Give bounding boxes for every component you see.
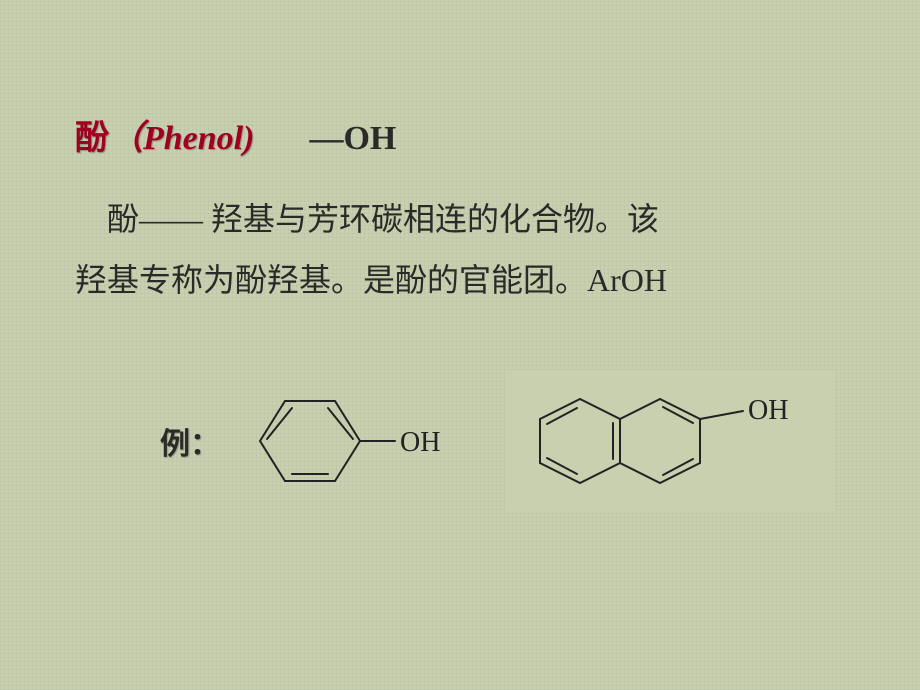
body-line-a: 酚—— 羟基与芳环碳相连的化合物。该 [75,189,845,250]
example-row: 例： OH [160,371,845,511]
body-paragraph: 酚—— 羟基与芳环碳相连的化合物。该 羟基专称为酚羟基。是酚的官能团。ArOH [75,189,845,311]
aroh-label: ArOH [587,262,667,298]
title-en: Phenol) [143,120,254,157]
phenol-structure-icon: OH [230,376,450,506]
example-label: 例： [160,419,220,463]
title-cn: 酚 [75,120,109,157]
phenol-oh-text: OH [400,427,440,458]
title-oh: —OH [309,120,396,158]
naphthol-structure-icon: OH [505,371,835,511]
naphthol-oh-text: OH [748,395,788,426]
body-line-b: 羟基专称为酚羟基。是酚的官能团。 [75,262,587,298]
body-line-b-wrap: 羟基专称为酚羟基。是酚的官能团。ArOH [75,250,845,311]
title-group: 酚（Phenol) [75,110,254,159]
title-paren-open: （ [109,120,143,157]
slide: 酚（Phenol) —OH 酚—— 羟基与芳环碳相连的化合物。该 羟基专称为酚羟… [0,0,920,690]
title-line: 酚（Phenol) —OH [75,110,845,159]
